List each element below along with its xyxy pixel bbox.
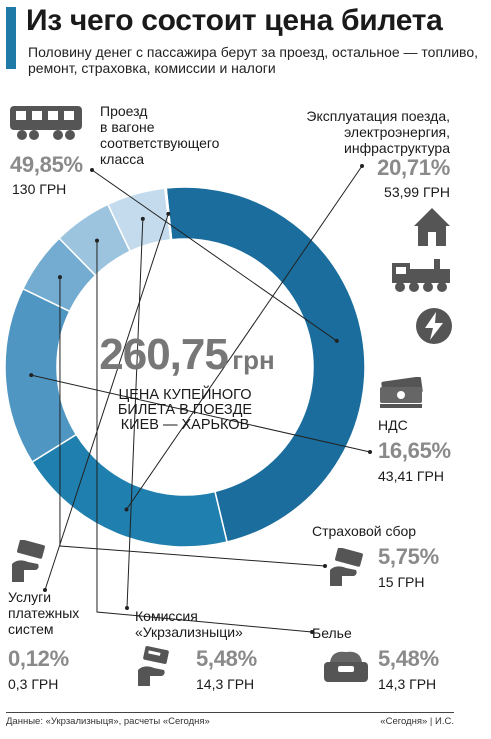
value-insurance-percent: 5,75% (378, 544, 439, 569)
hand-money-icon (330, 548, 363, 586)
value-travel-amount: 130 ГРН (12, 181, 67, 197)
value-operation-percent: 20,71% (377, 155, 450, 180)
label-travel-line: класса (100, 151, 145, 167)
center-caption: ЦЕНА КУПЕЙНОГО БИЛЕТА В ПОЕЗДЕ КИЕВ — ХА… (90, 388, 280, 433)
label-commission: Комиссия «Укрзализныци» (135, 608, 243, 640)
label-operation-line: Эксплуатация поезда, (306, 108, 450, 124)
leader-dot (57, 275, 62, 280)
leader-dot (140, 216, 145, 221)
footer-credit: «Сегодня» | И.С. (380, 716, 454, 727)
label-commission-line: «Укрзализныци» (135, 624, 243, 640)
leader-dot (360, 164, 364, 168)
hand-card-icon (138, 646, 169, 686)
slice-vat (4, 287, 78, 464)
leader-dot (94, 238, 99, 243)
title-accent-bar (6, 7, 16, 69)
label-payment: Услуги платежных систем (8, 589, 79, 637)
value-commission-amount: 14,3 ГРН (196, 676, 255, 692)
value-vat-percent: 16,65% (378, 438, 451, 463)
label-travel-line: в вагоне (100, 119, 155, 135)
leader-line (126, 165, 363, 510)
linen-icon (324, 651, 368, 682)
label-travel-line: Проезд (100, 103, 148, 119)
label-travel-line: соответствующего (100, 135, 220, 151)
train-car-icon (10, 106, 82, 140)
center-total-value: 260,75 (99, 330, 229, 379)
value-insurance-amount: 15 ГРН (378, 574, 425, 590)
leader-dot (368, 450, 372, 454)
label-operation-line: инфраструктура (344, 140, 450, 156)
locomotive-icon (392, 259, 450, 292)
center-caption-line: БИЛЕТА В ПОЕЗДЕ (117, 402, 253, 418)
page-subtitle: Половину денег с пассажира берут за прое… (28, 44, 478, 76)
leader-line (126, 218, 144, 609)
leader-line (44, 213, 169, 591)
center-total-unit: грн (232, 345, 275, 375)
value-linen-percent: 5,48% (378, 646, 439, 671)
leader-dot (310, 630, 314, 634)
label-operation: Эксплуатация поезда, электроэнергия, инф… (250, 108, 450, 156)
leader-dot (334, 338, 339, 343)
slice-travel (165, 186, 366, 543)
value-operation-amount: 53,99 ГРН (384, 184, 450, 200)
leader-line (59, 277, 326, 567)
lightning-icon (416, 308, 452, 344)
label-commission-line: Комиссия (135, 608, 198, 624)
value-payment-percent: 0,12% (8, 646, 69, 671)
label-travel: Проезд в вагоне соответствующего класса (100, 103, 219, 167)
leader-dot (29, 373, 34, 378)
footer-rule (6, 712, 454, 713)
value-payment-amount: 0,3 ГРН (8, 676, 59, 692)
label-payment-line: систем (8, 621, 54, 637)
footer-source: Данные: «Укрзализныця», расчеты «Сегодня… (6, 716, 210, 727)
center-total: 260,75 грн (82, 330, 292, 380)
leader-dot (43, 588, 47, 592)
label-vat: НДС (378, 417, 408, 433)
label-insurance: Страховой сбор (312, 523, 417, 539)
leader-line (96, 240, 313, 633)
label-operation-line: электроэнергия, (344, 124, 450, 140)
value-linen-amount: 14,3 ГРН (378, 676, 437, 692)
money-stack-icon (380, 377, 423, 408)
hand-money-icon (12, 540, 45, 582)
leader-line (31, 374, 371, 453)
leader-dot (124, 507, 129, 512)
center-caption-line: КИЕВ — ХАРЬКОВ (120, 417, 250, 433)
leader-dot (125, 606, 129, 610)
value-travel-percent: 49,85% (10, 152, 83, 177)
label-payment-line: Услуги (8, 589, 52, 605)
leader-dot (166, 211, 171, 216)
label-payment-line: платежных (8, 605, 80, 621)
leader-dot (90, 168, 94, 172)
leader-line (91, 169, 338, 342)
leader-dot (323, 564, 327, 568)
center-caption-line: ЦЕНА КУПЕЙНОГО (118, 387, 252, 403)
slice-operation (31, 433, 228, 548)
house-icon (414, 208, 450, 246)
value-commission-percent: 5,48% (196, 646, 257, 671)
page-title: Из чего состоит цена билета (26, 4, 443, 37)
label-linen: Белье (312, 625, 352, 641)
value-vat-amount: 43,41 ГРН (378, 468, 444, 484)
